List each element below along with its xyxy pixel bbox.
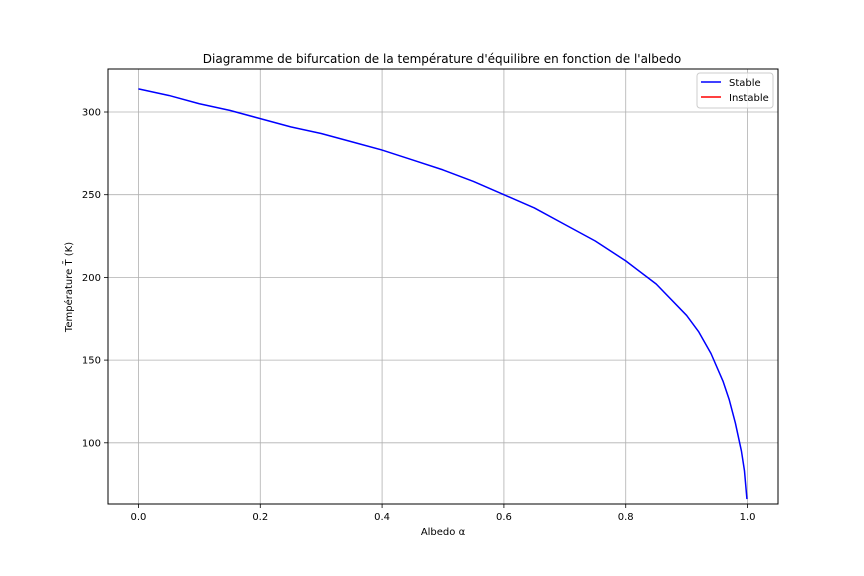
y-tick-label: 100 (82, 438, 101, 449)
x-tick-label: 0.4 (374, 512, 390, 523)
x-tick-label: 0.6 (496, 512, 512, 523)
y-tick-label: 300 (82, 108, 101, 119)
x-axis-label: Albedo α (421, 527, 466, 538)
x-tick-label: 0.2 (252, 512, 268, 523)
series-layer (138, 88, 748, 500)
x-tick-label: 1.0 (740, 512, 756, 523)
legend-label-stable: Stable (729, 78, 761, 89)
grid (108, 69, 778, 504)
series-line-stable (138, 88, 748, 500)
chart-title: Diagramme de bifurcation de la températu… (203, 52, 681, 66)
plot-frame (107, 68, 779, 505)
y-tick-label: 150 (82, 356, 101, 367)
x-tick-label: 0.8 (618, 512, 634, 523)
y-axis-label: Température T̄ (K) (62, 242, 75, 333)
ticks: 0.0 0.2 0.4 0.6 0.8 1.0 100 150 200 250 300 (82, 108, 756, 523)
y-tick-label: 250 (82, 190, 101, 201)
y-tick-label: 200 (82, 273, 101, 284)
legend: Stable Instable (696, 72, 774, 109)
legend-label-instable: Instable (729, 93, 769, 104)
x-tick-label: 0.0 (131, 512, 147, 523)
